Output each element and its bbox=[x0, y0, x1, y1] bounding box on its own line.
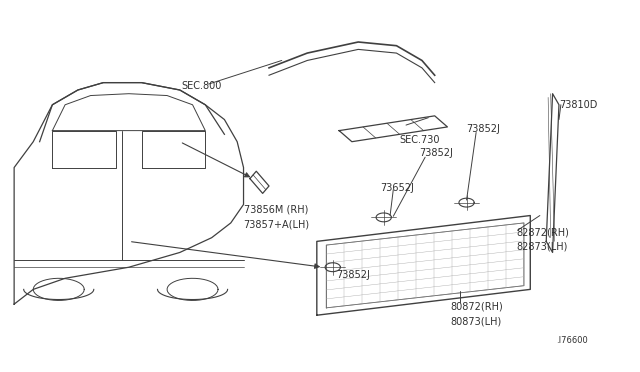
Text: 73852J: 73852J bbox=[419, 148, 452, 158]
Text: 73810D: 73810D bbox=[559, 100, 597, 110]
Text: SEC.800: SEC.800 bbox=[182, 81, 222, 91]
Text: 80872(RH): 80872(RH) bbox=[451, 302, 504, 312]
Text: 73857+A(LH): 73857+A(LH) bbox=[244, 220, 310, 230]
Text: .I76600: .I76600 bbox=[556, 336, 588, 345]
Text: 82872(RH): 82872(RH) bbox=[516, 227, 569, 237]
Text: 73852J: 73852J bbox=[336, 270, 370, 280]
Text: 80873(LH): 80873(LH) bbox=[451, 317, 502, 327]
Text: 73652J: 73652J bbox=[381, 183, 415, 193]
Text: SEC.730: SEC.730 bbox=[399, 135, 440, 145]
Text: 73856M (RH): 73856M (RH) bbox=[244, 205, 308, 215]
Text: 82873(LH): 82873(LH) bbox=[516, 242, 568, 252]
Text: 73852J: 73852J bbox=[467, 124, 500, 134]
